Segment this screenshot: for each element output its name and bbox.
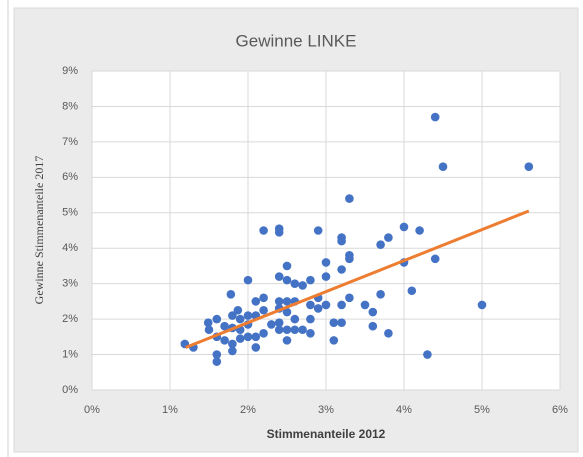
- point: [267, 320, 276, 329]
- point: [337, 265, 346, 274]
- point: [274, 297, 284, 306]
- x-tick-label: 2%: [240, 404, 256, 416]
- point: [298, 325, 307, 335]
- point: [274, 272, 284, 281]
- point: [259, 226, 268, 235]
- point: [282, 325, 292, 335]
- point: [298, 281, 307, 290]
- point: [290, 314, 300, 324]
- point: [360, 300, 370, 310]
- point: [423, 350, 432, 359]
- point: [438, 162, 448, 171]
- point: [228, 339, 237, 349]
- point: [235, 314, 245, 324]
- y-tick-label: 2%: [62, 313, 78, 325]
- point: [243, 332, 253, 342]
- point: [306, 275, 315, 285]
- point: [368, 307, 378, 317]
- y-tick-label: 5%: [62, 207, 78, 219]
- x-tick-label: 1%: [162, 404, 178, 416]
- point: [235, 334, 245, 343]
- point: [399, 222, 409, 232]
- point: [430, 254, 440, 264]
- point: [251, 297, 261, 306]
- point: [203, 318, 213, 327]
- point: [345, 293, 354, 303]
- point: [430, 112, 440, 122]
- point: [329, 318, 339, 327]
- point: [226, 290, 236, 299]
- point: [415, 226, 424, 235]
- point: [337, 300, 346, 310]
- y-tick-label: 6%: [62, 171, 78, 183]
- y-tick-label: 8%: [62, 100, 78, 112]
- point: [259, 293, 268, 303]
- point: [384, 233, 393, 242]
- point: [212, 314, 222, 324]
- point: [282, 297, 292, 306]
- x-tick-label: 3%: [318, 404, 334, 416]
- point: [220, 336, 229, 345]
- x-tick-label: 0%: [84, 404, 100, 416]
- point: [345, 254, 354, 264]
- point: [282, 261, 292, 271]
- point: [290, 279, 300, 288]
- point: [306, 314, 315, 324]
- point: [477, 300, 487, 310]
- point: [212, 357, 222, 366]
- point: [337, 236, 346, 246]
- point: [282, 336, 292, 345]
- point: [274, 318, 284, 327]
- y-tick-label: 9%: [62, 65, 78, 77]
- point: [259, 328, 268, 338]
- point: [228, 346, 237, 356]
- point: [337, 318, 346, 327]
- point: [329, 336, 339, 345]
- point: [220, 321, 229, 331]
- point: [368, 321, 378, 331]
- point: [524, 162, 534, 171]
- point: [306, 300, 315, 310]
- point: [251, 332, 261, 342]
- point: [321, 300, 331, 310]
- point: [321, 272, 331, 281]
- point: [313, 226, 323, 235]
- point: [228, 311, 237, 320]
- point: [384, 328, 393, 338]
- point: [376, 290, 385, 299]
- point: [233, 305, 243, 315]
- point: [345, 194, 354, 203]
- y-tick-label: 7%: [62, 136, 78, 148]
- point: [306, 328, 315, 338]
- point: [282, 275, 292, 285]
- x-tick-label: 5%: [474, 404, 490, 416]
- point: [282, 307, 292, 317]
- point: [290, 325, 300, 335]
- point: [274, 224, 284, 234]
- chart-title: Gewinne LINKE: [236, 31, 357, 50]
- point: [407, 286, 417, 296]
- x-tick-label: 4%: [396, 404, 412, 416]
- point: [274, 325, 284, 335]
- trendline: [185, 209, 530, 349]
- point: [243, 311, 253, 320]
- x-axis-title: Stimmenanteile 2012: [267, 427, 386, 441]
- x-tick-label: 6%: [552, 404, 568, 416]
- point: [251, 343, 261, 352]
- y-tick-label: 0%: [62, 384, 78, 396]
- y-tick-label: 3%: [62, 278, 78, 290]
- point: [259, 305, 268, 315]
- point: [313, 304, 323, 313]
- point: [212, 350, 222, 359]
- y-tick-label: 4%: [62, 242, 78, 254]
- point: [376, 240, 385, 249]
- y-axis-title: Gewinne Stimmenanteile 2017: [32, 156, 46, 305]
- point: [321, 258, 331, 267]
- point: [243, 275, 253, 285]
- y-tick-label: 1%: [62, 348, 78, 360]
- point: [204, 325, 214, 335]
